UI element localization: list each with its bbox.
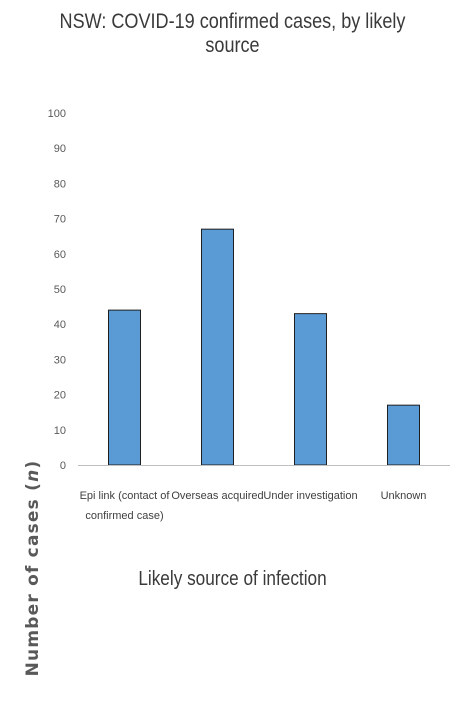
y-tick-label: 40: [54, 319, 66, 331]
y-tick-label: 30: [54, 354, 66, 366]
x-category-label: Under investigation: [263, 490, 357, 502]
y-axis-ticks: 0 10 20 30 40 50 60 70 80 90 100: [48, 108, 66, 472]
bar: [108, 309, 141, 466]
x-category-label: Overseas acquired: [171, 490, 263, 502]
y-tick-label: 10: [54, 425, 66, 437]
y-tick-label: 70: [54, 214, 66, 226]
y-tick-label: 90: [54, 143, 66, 155]
bar-chart: 0 10 20 30 40 50 60 70 80 90 100 Epi link (contact…: [48, 108, 450, 522]
x-axis-categories: Epi link (contact of confirmed case) Overs…: [80, 490, 427, 522]
bar: [201, 228, 234, 466]
bars: [108, 228, 420, 466]
y-tick-label: 100: [48, 108, 66, 120]
x-category-label: Unknown: [381, 490, 427, 502]
x-axis-label: Likely source of infection: [138, 568, 327, 590]
x-category-label: confirmed case): [85, 510, 163, 522]
chart-title: NSW: COVID-19 confirmed cases, by likely…: [59, 10, 406, 57]
y-tick-label: 0: [60, 460, 66, 472]
bar: [387, 404, 420, 466]
x-category-label: Epi link (contact of: [80, 490, 171, 502]
bar: [294, 313, 327, 466]
y-tick-label: 80: [54, 178, 66, 190]
y-tick-label: 20: [54, 390, 66, 402]
y-tick-label: 60: [54, 249, 66, 261]
y-tick-label: 50: [54, 284, 66, 296]
